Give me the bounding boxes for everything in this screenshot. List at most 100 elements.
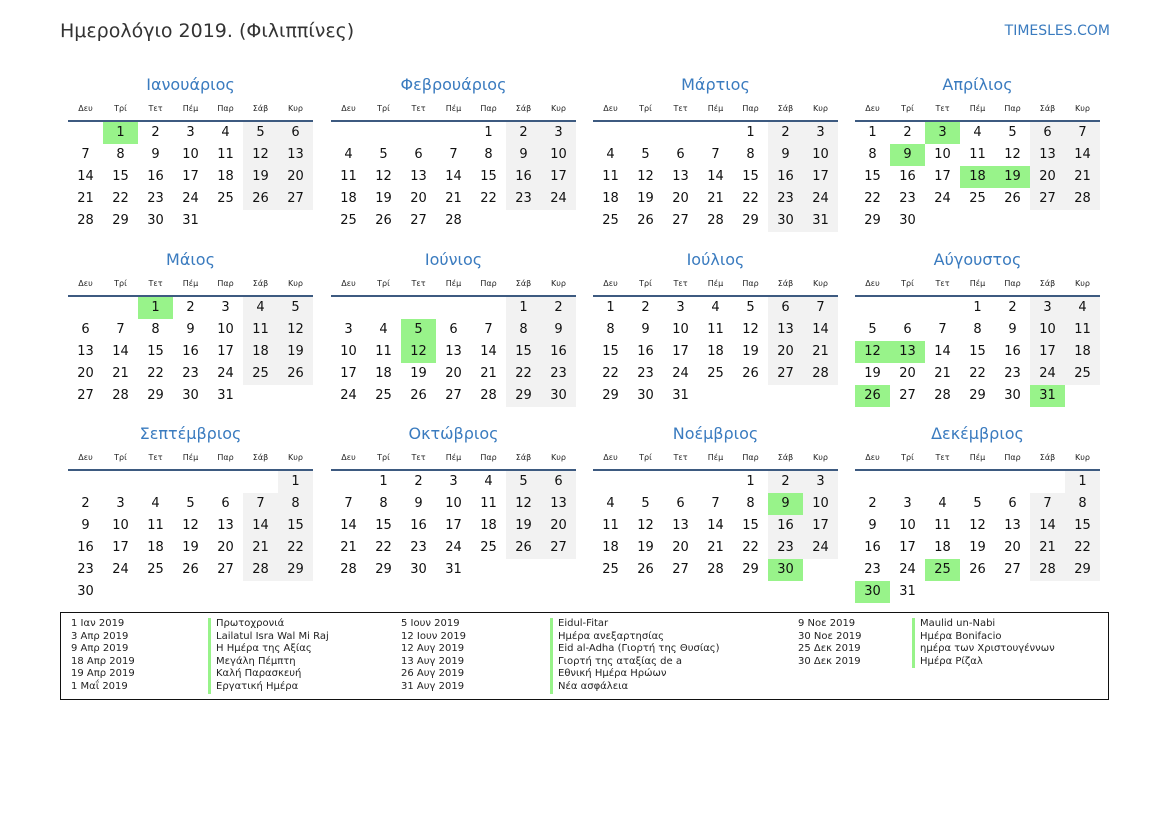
day-cell[interactable]: 24 — [340, 388, 357, 403]
day-cell[interactable]: 30 — [77, 584, 94, 599]
day-cell[interactable]: 26 — [410, 388, 427, 403]
day-cell[interactable]: 10 — [803, 144, 838, 166]
day-cell[interactable]: 7 — [484, 322, 493, 337]
day-cell[interactable]: 15 — [602, 344, 619, 359]
day-cell[interactable]: 7 — [803, 297, 838, 319]
day-cell[interactable]: 16 — [147, 169, 164, 184]
day-cell[interactable]: 20 — [1030, 166, 1065, 188]
day-cell[interactable]: 21 — [707, 191, 724, 206]
day-cell[interactable]: 20 — [899, 366, 916, 381]
day-cell[interactable]: 20 — [672, 191, 689, 206]
day-cell[interactable]: 9 — [768, 144, 803, 166]
day-cell[interactable]: 1 — [278, 471, 313, 493]
day-cell[interactable]: 11 — [934, 518, 951, 533]
day-cell[interactable]: 20 — [541, 515, 576, 537]
day-cell[interactable]: 2 — [768, 471, 803, 493]
day-cell[interactable]: 11 — [707, 322, 724, 337]
day-cell[interactable]: 9 — [890, 144, 925, 166]
day-cell[interactable]: 29 — [742, 213, 759, 228]
day-cell[interactable]: 13 — [672, 518, 689, 533]
day-cell[interactable]: 7 — [243, 493, 278, 515]
day-cell[interactable]: 15 — [147, 344, 164, 359]
day-cell[interactable]: 1 — [746, 474, 755, 489]
day-cell[interactable]: 9 — [641, 322, 650, 337]
day-cell[interactable]: 2 — [903, 125, 912, 140]
day-cell[interactable]: 21 — [243, 537, 278, 559]
day-cell[interactable]: 30 — [637, 388, 654, 403]
day-cell[interactable]: 8 — [484, 147, 493, 162]
day-cell[interactable]: 8 — [151, 322, 160, 337]
day-cell[interactable]: 20 — [672, 540, 689, 555]
day-cell[interactable]: 24 — [899, 562, 916, 577]
day-cell[interactable]: 1 — [746, 125, 755, 140]
day-cell[interactable]: 7 — [1065, 122, 1100, 144]
day-cell[interactable]: 10 — [340, 344, 357, 359]
day-cell[interactable]: 23 — [1004, 366, 1021, 381]
day-cell[interactable]: 15 — [742, 518, 759, 533]
day-cell[interactable]: 2 — [541, 297, 576, 319]
day-cell[interactable]: 3 — [344, 322, 353, 337]
day-cell[interactable]: 15 — [969, 344, 986, 359]
day-cell[interactable]: 23 — [506, 188, 541, 210]
day-cell[interactable]: 17 — [934, 169, 951, 184]
day-cell[interactable]: 4 — [151, 496, 160, 511]
day-cell[interactable]: 29 — [278, 559, 313, 581]
day-cell[interactable]: 16 — [410, 518, 427, 533]
day-cell[interactable]: 14 — [803, 319, 838, 341]
day-cell[interactable]: 19 — [742, 344, 759, 359]
day-cell[interactable]: 10 — [217, 322, 234, 337]
day-cell[interactable]: 17 — [541, 166, 576, 188]
day-cell[interactable]: 25 — [602, 213, 619, 228]
day-cell[interactable]: 23 — [768, 537, 803, 559]
day-cell[interactable]: 5 — [1008, 125, 1017, 140]
day-cell[interactable]: 26 — [1004, 191, 1021, 206]
day-cell[interactable]: 28 — [1030, 559, 1065, 581]
day-cell[interactable]: 15 — [742, 169, 759, 184]
day-cell[interactable]: 22 — [864, 191, 881, 206]
day-cell[interactable]: 10 — [112, 518, 129, 533]
day-cell[interactable]: 27 — [1030, 188, 1065, 210]
day-cell[interactable]: 14 — [1065, 144, 1100, 166]
day-cell[interactable]: 8 — [1065, 493, 1100, 515]
day-cell[interactable]: 7 — [116, 322, 125, 337]
day-cell[interactable]: 6 — [768, 297, 803, 319]
day-cell[interactable]: 27 — [1004, 562, 1021, 577]
day-cell[interactable]: 5 — [243, 122, 278, 144]
day-cell[interactable]: 19 — [182, 540, 199, 555]
day-cell[interactable]: 19 — [506, 515, 541, 537]
day-cell[interactable]: 12 — [637, 169, 654, 184]
day-cell[interactable]: 22 — [278, 537, 313, 559]
day-cell[interactable]: 11 — [147, 518, 164, 533]
day-cell[interactable]: 3 — [803, 471, 838, 493]
day-cell[interactable]: 4 — [484, 474, 493, 489]
day-cell[interactable]: 31 — [182, 213, 199, 228]
day-cell[interactable]: 5 — [641, 147, 650, 162]
day-cell[interactable]: 13 — [672, 169, 689, 184]
day-cell[interactable]: 4 — [221, 125, 230, 140]
day-cell[interactable]: 19 — [969, 540, 986, 555]
day-cell[interactable]: 2 — [1008, 300, 1017, 315]
day-cell[interactable]: 14 — [1030, 515, 1065, 537]
day-cell[interactable]: 1 — [1065, 471, 1100, 493]
day-cell[interactable]: 28 — [243, 559, 278, 581]
day-cell[interactable]: 13 — [217, 518, 234, 533]
day-cell[interactable]: 7 — [1030, 493, 1065, 515]
day-cell[interactable]: 12 — [182, 518, 199, 533]
day-cell[interactable]: 24 — [541, 188, 576, 210]
day-cell[interactable]: 13 — [768, 319, 803, 341]
day-cell[interactable]: 13 — [541, 493, 576, 515]
day-cell[interactable]: 7 — [81, 147, 90, 162]
day-cell[interactable]: 12 — [855, 341, 890, 363]
day-cell[interactable]: 21 — [707, 540, 724, 555]
day-cell[interactable]: 29 — [742, 562, 759, 577]
day-cell[interactable]: 11 — [480, 496, 497, 511]
day-cell[interactable]: 28 — [112, 388, 129, 403]
day-cell[interactable]: 18 — [960, 166, 995, 188]
day-cell[interactable]: 27 — [278, 188, 313, 210]
day-cell[interactable]: 4 — [606, 496, 615, 511]
day-cell[interactable]: 6 — [278, 122, 313, 144]
day-cell[interactable]: 29 — [506, 385, 541, 407]
day-cell[interactable]: 10 — [803, 493, 838, 515]
day-cell[interactable]: 2 — [414, 474, 423, 489]
day-cell[interactable]: 25 — [147, 562, 164, 577]
